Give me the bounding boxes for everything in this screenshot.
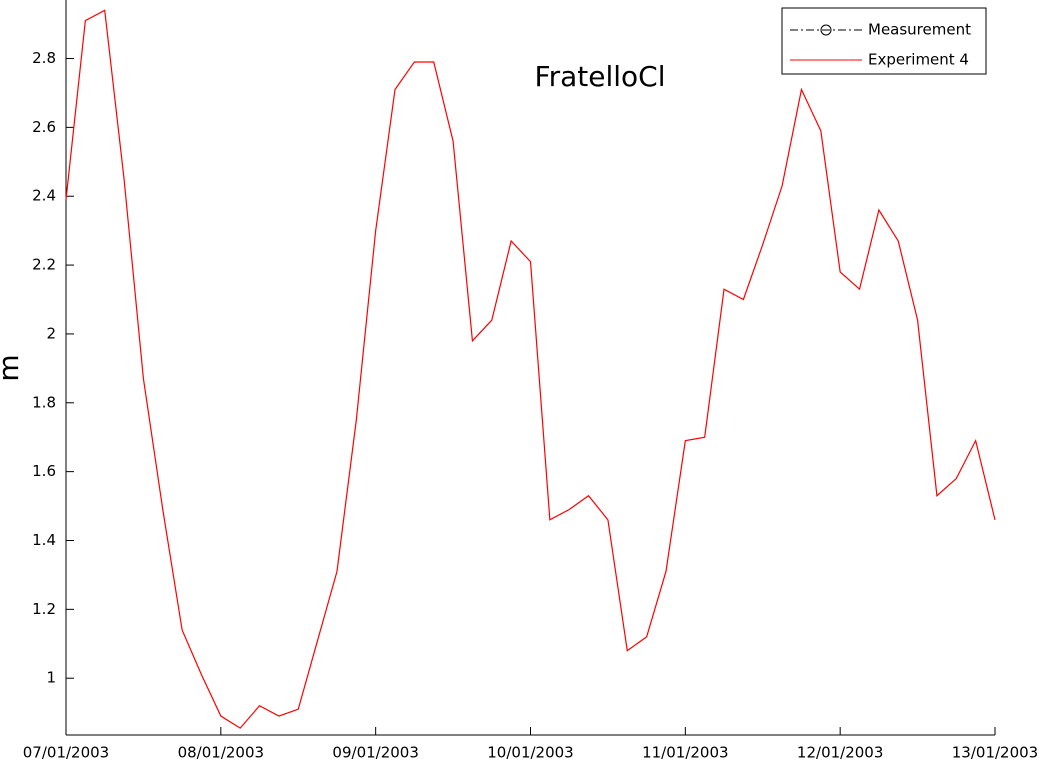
y-tick-label: 2.4 bbox=[32, 187, 56, 205]
x-tick-label: 10/01/2003 bbox=[487, 744, 573, 762]
y-tick-label: 2.8 bbox=[32, 49, 56, 67]
y-tick-label: 1 bbox=[46, 669, 56, 687]
y-tick-label: 2 bbox=[46, 324, 56, 342]
legend-label: Measurement bbox=[868, 21, 971, 39]
legend-box bbox=[781, 7, 987, 75]
legend-marker bbox=[820, 24, 832, 36]
x-tick-label: 11/01/2003 bbox=[642, 744, 728, 762]
x-tick-label: 07/01/2003 bbox=[23, 744, 109, 762]
y-tick-label: 1.2 bbox=[32, 600, 56, 618]
chart-title: FratelloCl bbox=[535, 60, 666, 93]
y-tick-label: 1.8 bbox=[32, 393, 56, 411]
y-tick-label: 1.6 bbox=[32, 462, 56, 480]
y-tick-label: 2.6 bbox=[32, 118, 56, 136]
legend: Measurement Experiment 4 bbox=[781, 7, 987, 75]
y-tick-label: 1.4 bbox=[32, 531, 56, 549]
x-tick-label: 13/01/2003 bbox=[952, 744, 1038, 762]
data-line bbox=[65, 9, 996, 729]
x-tick-label: 08/01/2003 bbox=[178, 744, 264, 762]
y-axis-label: m bbox=[0, 354, 25, 381]
legend-label: Experiment 4 bbox=[868, 51, 969, 69]
x-tick-label: 09/01/2003 bbox=[332, 744, 418, 762]
x-tick-label: 12/01/2003 bbox=[797, 744, 883, 762]
y-tick-label: 2.2 bbox=[32, 256, 56, 274]
